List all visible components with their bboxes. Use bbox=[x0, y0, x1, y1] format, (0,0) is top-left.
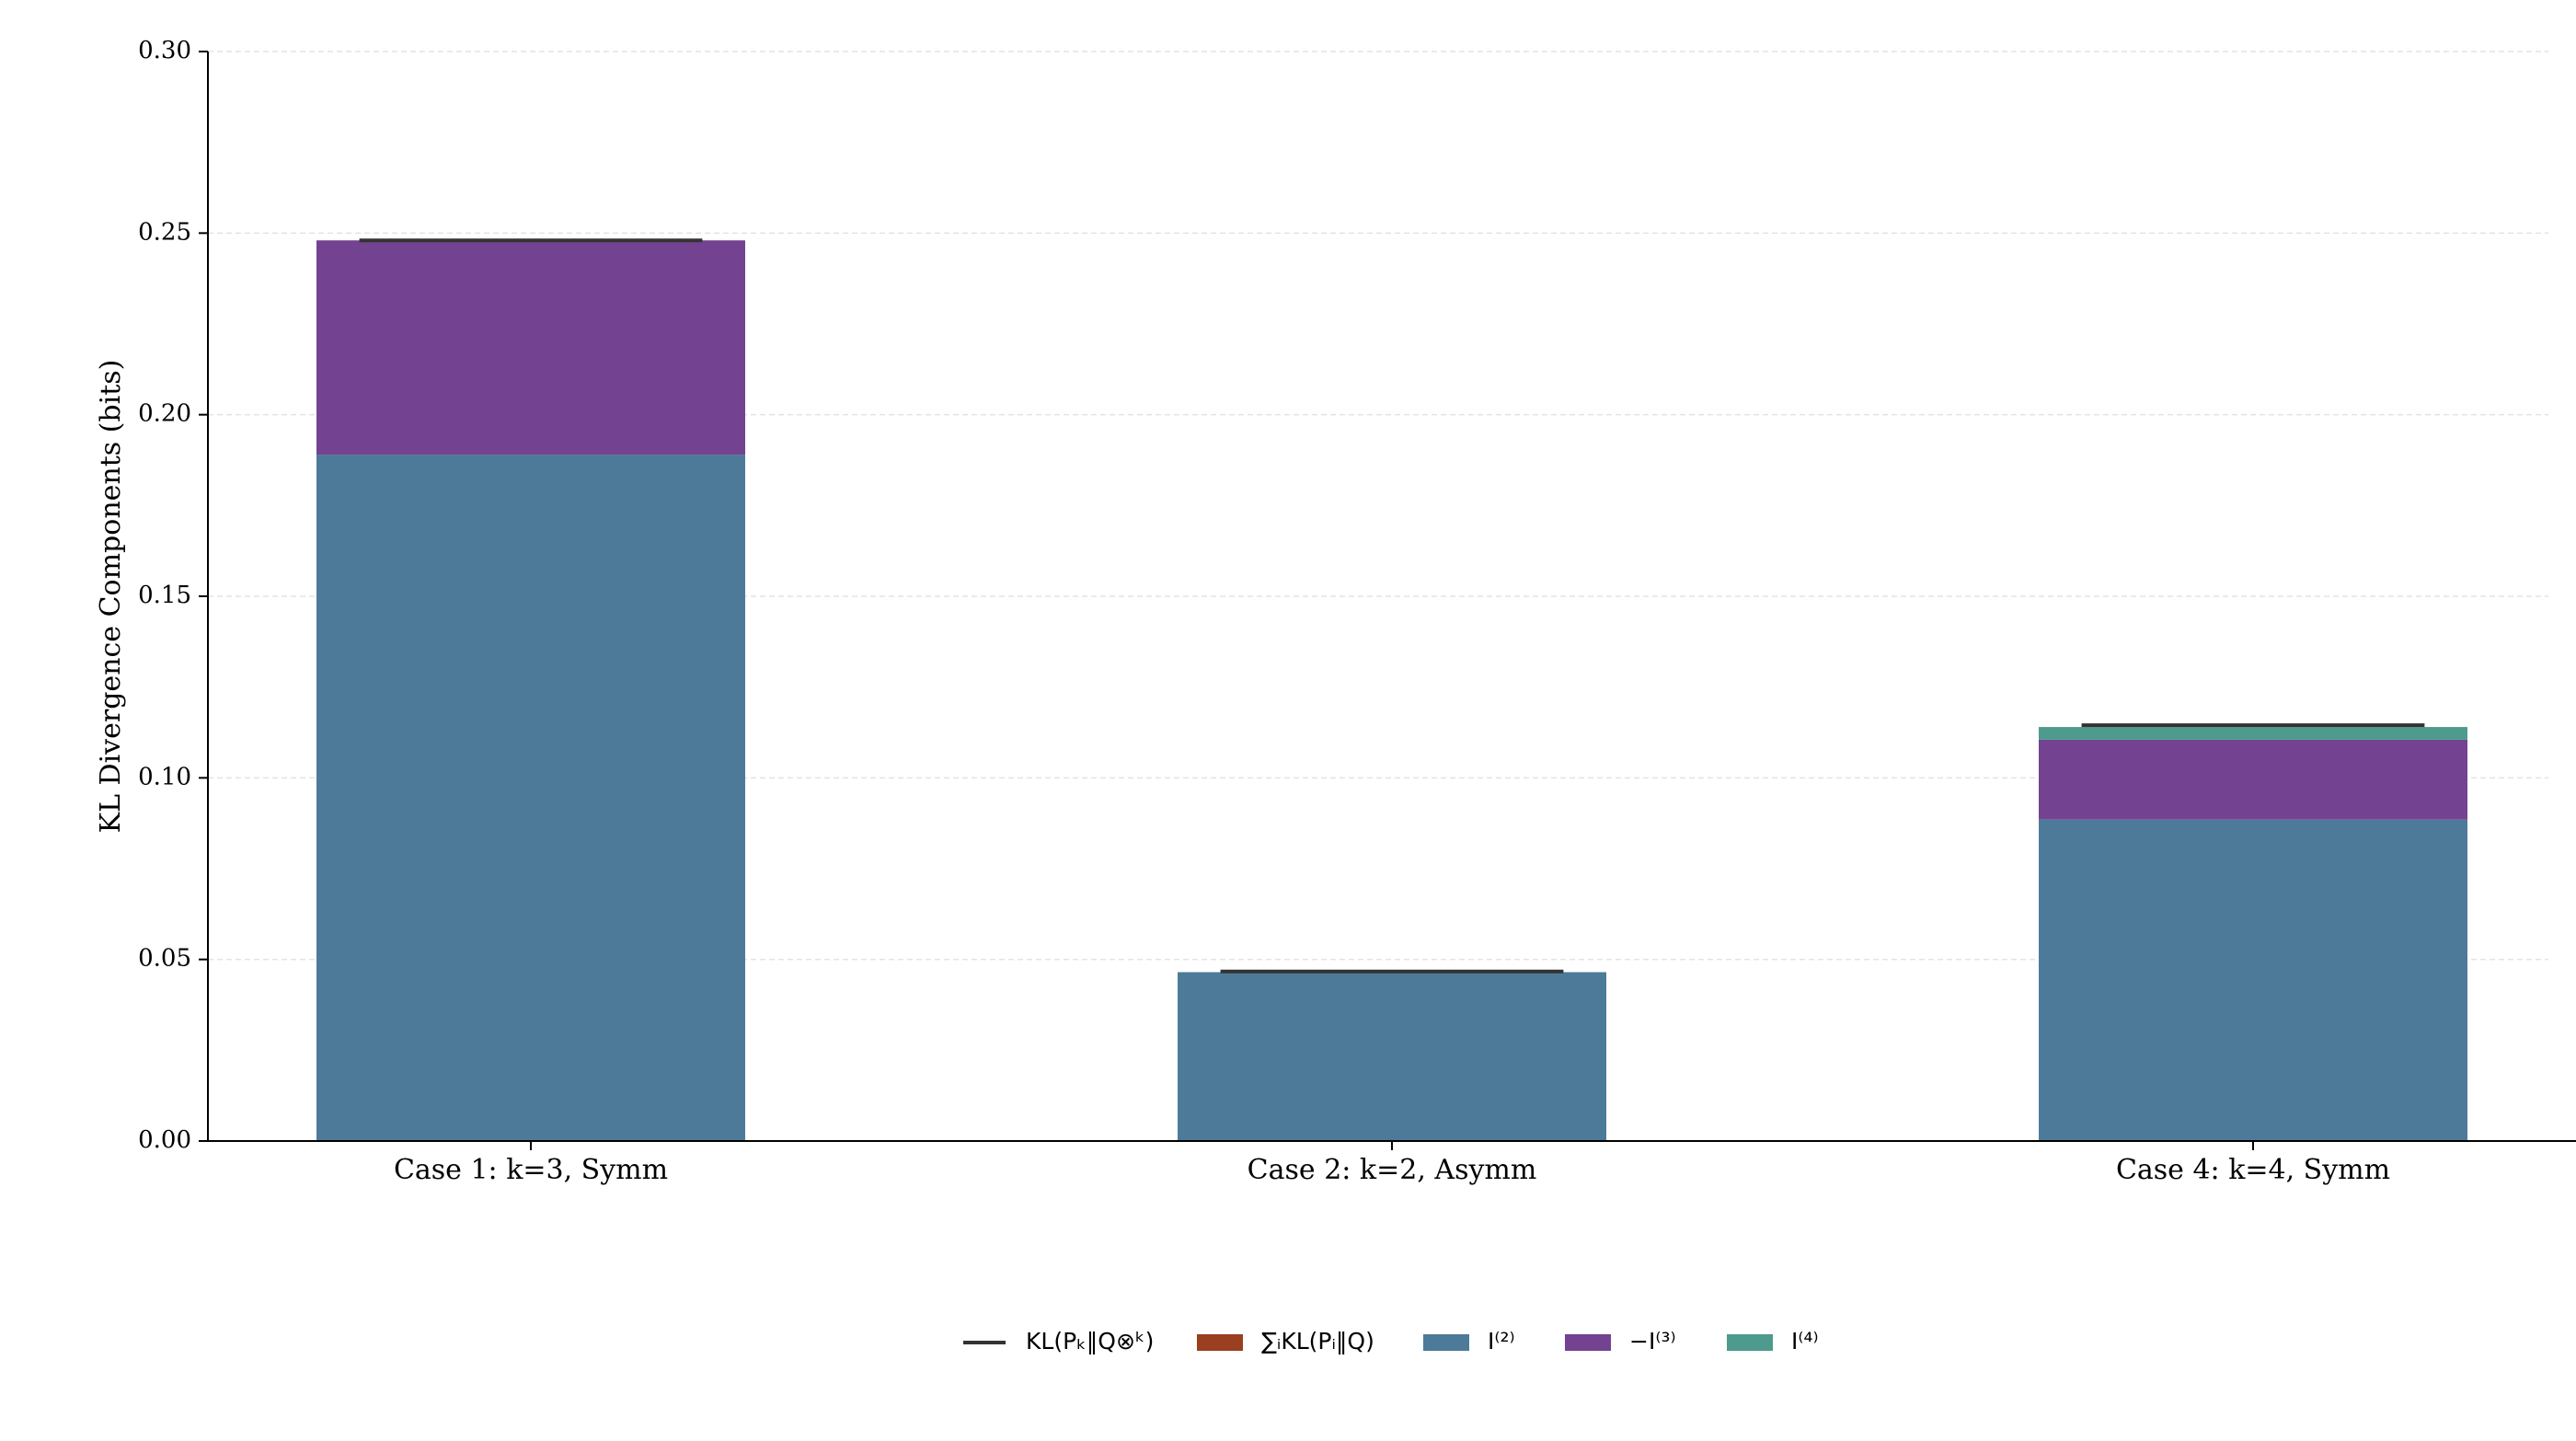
y-tick-label: 0.05 bbox=[138, 945, 191, 973]
bar-segment bbox=[2039, 819, 2467, 1141]
y-tick-label: 0.10 bbox=[138, 763, 191, 790]
x-tick-label: Case 2: k=2, Asymm bbox=[1248, 1154, 1537, 1186]
legend-swatch bbox=[1565, 1334, 1611, 1351]
legend-label: I⁽²⁾ bbox=[1488, 1328, 1515, 1355]
legend-label: KL(Pₖ‖Q⊗ᵏ) bbox=[1026, 1328, 1154, 1355]
y-tick-label: 0.00 bbox=[138, 1126, 191, 1154]
legend-label: ∑ᵢKL(Pᵢ‖Q) bbox=[1261, 1328, 1374, 1355]
legend-swatch bbox=[1197, 1334, 1243, 1351]
y-tick-label: 0.25 bbox=[138, 218, 191, 246]
y-tick-label: 0.20 bbox=[138, 400, 191, 428]
bar-segment bbox=[316, 455, 745, 1142]
legend-swatch bbox=[1727, 1334, 1773, 1351]
legend-swatch bbox=[1423, 1334, 1469, 1351]
bar-segment bbox=[316, 240, 745, 455]
legend-label: −I⁽³⁾ bbox=[1629, 1328, 1676, 1355]
y-tick-label: 0.30 bbox=[138, 37, 191, 64]
bar-segment bbox=[2039, 739, 2467, 820]
x-tick-label: Case 4: k=4, Symm bbox=[2116, 1154, 2390, 1186]
y-tick-label: 0.15 bbox=[138, 582, 191, 609]
y-axis-label: KL Divergence Components (bits) bbox=[95, 360, 127, 834]
x-tick-label: Case 1: k=3, Symm bbox=[394, 1154, 668, 1186]
legend-label: I⁽⁴⁾ bbox=[1791, 1328, 1819, 1355]
bar-segment bbox=[2039, 727, 2467, 740]
bar-segment bbox=[1178, 972, 1606, 1141]
